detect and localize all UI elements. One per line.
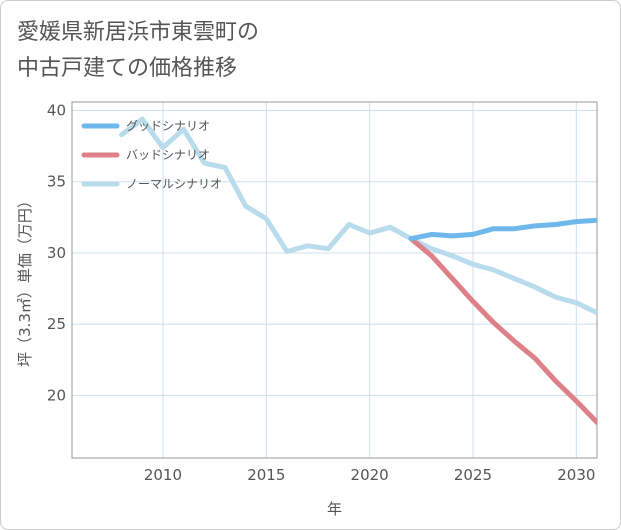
legend-label: バッドシナリオ [126, 148, 210, 162]
y-tick-label: 35 [47, 173, 66, 191]
legend-label: ノーマルシナリオ [126, 177, 222, 191]
x-tick-label: 2025 [454, 466, 492, 484]
y-axis-label: 坪（3.3㎡）単価（万円） [16, 193, 34, 367]
grid-lines [72, 102, 597, 458]
y-tick-label: 20 [47, 386, 66, 404]
x-tick-label: 2010 [144, 466, 182, 484]
x-tick-label: 2015 [247, 466, 285, 484]
plot-area-frame [71, 101, 598, 459]
x-axis-label: 年 [327, 500, 342, 518]
chart-title-line1: 愛媛県新居浜市東雲町の [17, 20, 260, 45]
y-tick-label: 40 [47, 102, 66, 120]
y-tick-label: 30 [47, 244, 66, 262]
chart-title: 愛媛県新居浜市東雲町の 中古戸建ての価格推移 [17, 15, 259, 87]
series-line-3 [119, 116, 597, 316]
legend-label: グッドシナリオ [126, 119, 210, 133]
x-tick-label: 2030 [557, 466, 595, 484]
series-line-1 [408, 217, 597, 242]
x-tick-label: 2020 [351, 466, 389, 484]
chart-title-line2: 中古戸建ての価格推移 [17, 56, 238, 81]
series-lines [119, 116, 597, 425]
series-line-2 [408, 236, 597, 425]
y-tick-label: 25 [47, 315, 66, 333]
